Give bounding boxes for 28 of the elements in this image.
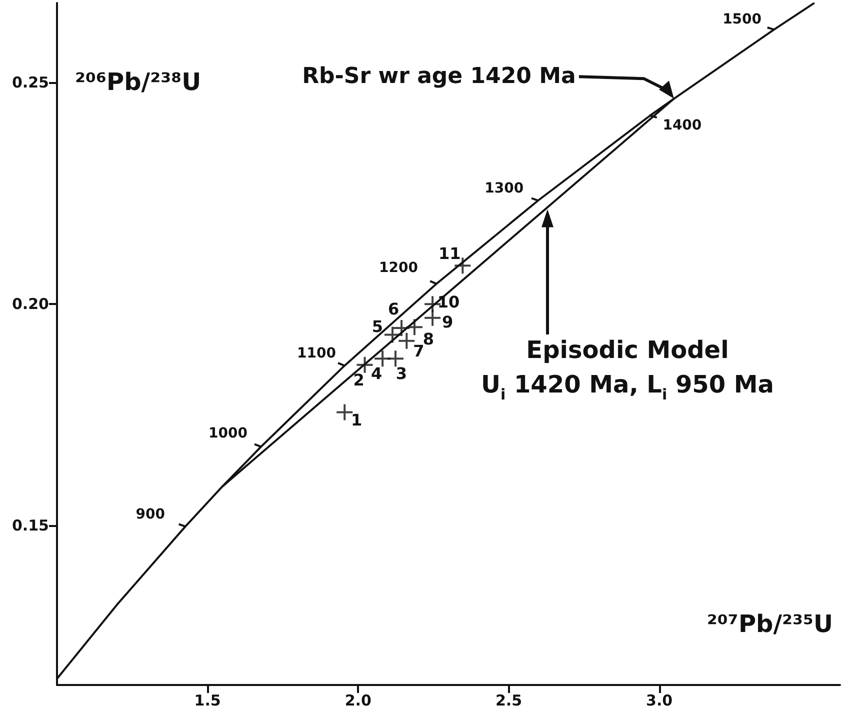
annotation: 1300 — [484, 180, 524, 197]
x-tick-label: 2.5 — [495, 692, 522, 708]
annotation: 5 — [372, 317, 384, 336]
annotation: 1 — [351, 410, 362, 430]
annotation: Rb-Sr wr age 1420 Ma — [302, 64, 576, 90]
annotation: 2 — [353, 370, 364, 390]
annotation: 1100 — [296, 346, 336, 362]
annotation: 10 — [437, 292, 460, 312]
x-tick-label: 2.0 — [344, 692, 372, 708]
x-tick-label: 1.5 — [194, 692, 221, 708]
y-axis-title: ²⁰⁶Pb/²³⁸U — [75, 68, 202, 96]
annotation: 1000 — [208, 426, 248, 442]
annotation: 6 — [388, 300, 400, 319]
annotation: 1400 — [662, 117, 702, 134]
x-tick-label: 3.0 — [646, 692, 673, 708]
y-tick-label: 0.25 — [12, 74, 49, 92]
annotation: 9 — [442, 312, 454, 332]
annotation: 4 — [370, 364, 382, 384]
annotation: 3 — [396, 364, 408, 384]
annotation: 1200 — [379, 260, 418, 276]
annotation: 7 — [413, 341, 424, 360]
annotation: 1500 — [722, 12, 762, 28]
y-tick-label: 0.20 — [12, 295, 49, 314]
annotation: 900 — [136, 506, 166, 522]
x-axis-title: ²⁰⁷Pb/²³⁵U — [706, 610, 833, 638]
annotation: 8 — [422, 330, 434, 349]
y-tick-label: 0.15 — [12, 516, 49, 535]
annotation: 11 — [438, 244, 461, 264]
